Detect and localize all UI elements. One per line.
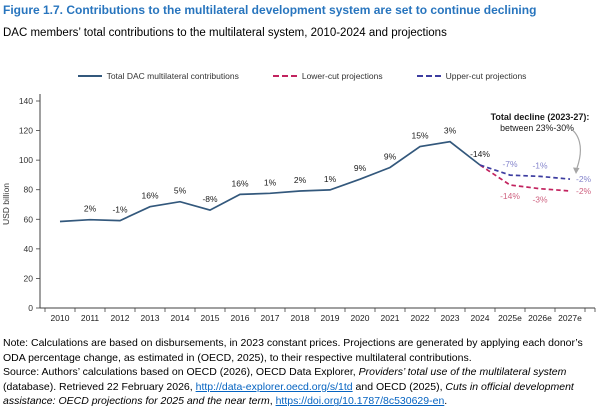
- y-tick-label: 40: [24, 244, 34, 254]
- total-dac-line: [59, 140, 481, 223]
- figure-notes: Note: Calculations are based on disburse…: [3, 336, 601, 409]
- x-tick-label: 2012: [111, 313, 130, 323]
- x-tick-label: 2021: [381, 313, 400, 323]
- y-tick-label: 20: [24, 273, 34, 283]
- y-tick-label: 140: [19, 96, 33, 106]
- point-label: 5%: [174, 186, 187, 196]
- note-text: Note: Calculations are based on disburse…: [3, 336, 601, 365]
- legend: Total DAC multilateral contributions Low…: [0, 71, 604, 81]
- x-tick-label: 2027e: [558, 313, 582, 323]
- legend-item-label: Total DAC multilateral contributions: [106, 71, 239, 81]
- legend-item-lower-cut: Lower-cut projections: [272, 71, 383, 81]
- x-tick-label: 2026e: [528, 313, 552, 323]
- note-segment: and OECD (2025),: [352, 380, 446, 393]
- x-tick-label: 2016: [231, 313, 250, 323]
- x-tick-label: 2024: [471, 313, 490, 323]
- dashed-line-swatch: [272, 75, 297, 77]
- annotation-title: Total decline (2023-27):: [491, 112, 590, 122]
- point-label: -3%: [532, 195, 548, 205]
- point-label: 1%: [264, 177, 277, 187]
- upper-cut-line: [479, 164, 571, 180]
- y-tick-label: 60: [24, 214, 34, 224]
- point-label: -7%: [502, 159, 518, 169]
- annotation-subtitle: between 23%-30%: [500, 123, 574, 133]
- y-axis-title: USD billion: [1, 183, 11, 225]
- annotation-arrow: [565, 125, 581, 169]
- point-label: -1%: [112, 205, 128, 215]
- figure-subtitle: DAC members’ total contributions to the …: [3, 27, 447, 39]
- x-tick-label: 2010: [51, 313, 70, 323]
- x-tick-label: 2025e: [498, 313, 522, 323]
- note-segment: Source: Authors’ calculations based on O…: [3, 366, 359, 379]
- source-text: Source: Authors’ calculations based on O…: [3, 365, 601, 409]
- x-tick-label: 2020: [351, 313, 370, 323]
- point-label: 2%: [294, 175, 307, 185]
- line-chart: 0 20 40 60 80 100 120 140 USD billion 2010 2011 201…: [0, 84, 604, 334]
- point-label: -14%: [470, 149, 490, 159]
- point-label: -1%: [532, 160, 548, 170]
- note-segment: Providers’ total use of the multilateral…: [358, 366, 567, 379]
- chart-canvas: 0 20 40 60 80 100 120 140 USD billion 2010 2011 201…: [1, 94, 596, 323]
- point-label: 1%: [324, 174, 337, 184]
- note-link[interactable]: http://data-explorer.oecd.org/s/1td: [195, 380, 353, 393]
- legend-item-total: Total DAC multilateral contributions: [77, 71, 239, 81]
- x-tick-label: 2017: [261, 313, 280, 323]
- legend-item-label: Upper-cut projections: [445, 71, 527, 81]
- legend-item-label: Lower-cut projections: [301, 71, 383, 81]
- note-segment: ,: [269, 395, 276, 408]
- y-tick-label: 0: [28, 303, 33, 313]
- x-tick-label: 2019: [321, 313, 340, 323]
- dashed-line-swatch: [416, 75, 441, 77]
- y-tick-label: 80: [24, 185, 34, 195]
- y-tick-label: 120: [19, 126, 33, 136]
- point-label: 15%: [411, 131, 428, 141]
- point-label: 3%: [444, 126, 457, 136]
- x-tick-label: 2015: [201, 313, 220, 323]
- x-tick-label: 2023: [441, 313, 460, 323]
- figure-title: Figure 1.7. Contributions to the multila…: [3, 3, 537, 17]
- point-label: 16%: [231, 178, 248, 188]
- x-tick-label: 2022: [411, 313, 430, 323]
- point-label: 2%: [84, 204, 97, 214]
- annotation-arrowhead: [573, 167, 580, 174]
- point-label: -2%: [576, 186, 592, 196]
- point-label: -8%: [202, 194, 218, 204]
- note-segment: Cuts in official development assistance:…: [3, 380, 574, 408]
- point-label: 16%: [141, 191, 158, 201]
- solid-line-swatch: [77, 75, 102, 77]
- note-segment: (database). Retrieved 22 February 2026,: [3, 380, 196, 393]
- x-tick-label: 2011: [81, 313, 100, 323]
- x-tick-label: 2014: [171, 313, 190, 323]
- point-label: -14%: [500, 191, 520, 201]
- note-segment: .: [444, 395, 448, 408]
- x-tick-label: 2018: [291, 313, 310, 323]
- point-label: 9%: [354, 163, 367, 173]
- note-segment: Note: Calculations are based on disburse…: [3, 337, 583, 364]
- lower-cut-line: [479, 164, 571, 192]
- legend-item-upper-cut: Upper-cut projections: [416, 71, 527, 81]
- y-tick-label: 100: [19, 155, 33, 165]
- point-label: 9%: [384, 152, 397, 162]
- point-label: -2%: [576, 174, 592, 184]
- note-link[interactable]: https://doi.org/10.1787/8c530629-en: [275, 395, 445, 408]
- x-tick-label: 2013: [141, 313, 160, 323]
